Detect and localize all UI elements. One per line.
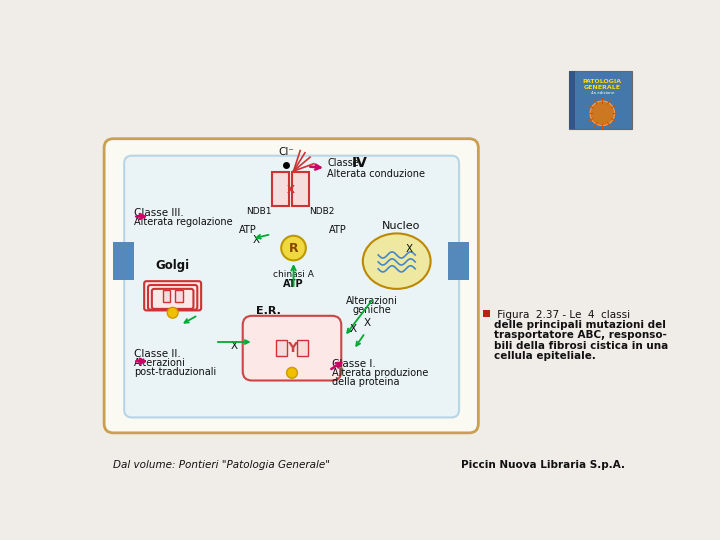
Text: Alterata produzione: Alterata produzione xyxy=(332,368,428,378)
Text: R: R xyxy=(289,241,298,254)
Text: Classe I.: Classe I. xyxy=(332,359,376,369)
Text: Y: Y xyxy=(287,341,297,355)
Text: Classe II.: Classe II. xyxy=(134,348,181,359)
Text: X: X xyxy=(405,244,413,254)
Text: post-traduzionali: post-traduzionali xyxy=(134,367,217,377)
Text: X: X xyxy=(230,341,238,351)
Text: Figura  2.37 - Le  4  classi: Figura 2.37 - Le 4 classi xyxy=(494,309,630,320)
Text: NDB1: NDB1 xyxy=(246,207,272,216)
Text: Classe: Classe xyxy=(328,158,359,168)
Text: NDB2: NDB2 xyxy=(309,207,334,216)
Text: X: X xyxy=(364,318,371,328)
Text: IV: IV xyxy=(352,157,368,170)
Text: geniche: geniche xyxy=(353,305,392,315)
Text: E.R.: E.R. xyxy=(256,306,282,316)
Bar xyxy=(449,242,469,280)
FancyBboxPatch shape xyxy=(144,281,201,310)
FancyBboxPatch shape xyxy=(292,172,309,206)
Bar xyxy=(175,289,183,302)
Text: della proteina: della proteina xyxy=(332,377,400,387)
Text: X: X xyxy=(287,185,294,194)
Text: X: X xyxy=(252,235,259,245)
Text: X: X xyxy=(350,324,357,334)
FancyBboxPatch shape xyxy=(124,156,459,417)
Bar xyxy=(276,340,287,356)
Text: ATP: ATP xyxy=(329,225,347,235)
Text: GENERALE: GENERALE xyxy=(584,85,621,90)
Text: Alterata conduzione: Alterata conduzione xyxy=(328,169,426,179)
Circle shape xyxy=(287,367,297,378)
Text: chinasi A: chinasi A xyxy=(273,269,314,279)
Text: Nucleo: Nucleo xyxy=(382,221,420,231)
Text: Alterata regolazione: Alterata regolazione xyxy=(134,217,233,227)
Text: Piccin Nuova Libraria S.p.A.: Piccin Nuova Libraria S.p.A. xyxy=(461,460,625,470)
Text: Alterazioni: Alterazioni xyxy=(346,296,398,306)
Ellipse shape xyxy=(363,233,431,289)
Text: Dal volume: Pontieri "Patologia Generale": Dal volume: Pontieri "Patologia Generale… xyxy=(113,460,330,470)
Bar xyxy=(113,242,134,280)
Text: Golgi: Golgi xyxy=(156,259,189,272)
FancyBboxPatch shape xyxy=(272,172,289,206)
Text: 4a edizione: 4a edizione xyxy=(590,91,614,95)
FancyBboxPatch shape xyxy=(243,316,341,381)
Text: Classe III.: Classe III. xyxy=(134,208,184,218)
FancyBboxPatch shape xyxy=(104,139,478,433)
Text: ATP: ATP xyxy=(283,279,304,289)
Text: PATOLOGIA: PATOLOGIA xyxy=(582,79,622,84)
Text: trasportatore ABC, responso-: trasportatore ABC, responso- xyxy=(494,330,667,340)
Bar xyxy=(297,340,308,356)
Text: ATP: ATP xyxy=(239,225,257,235)
Bar xyxy=(570,71,632,129)
Text: Cl⁻: Cl⁻ xyxy=(278,147,294,157)
Bar xyxy=(163,289,171,302)
Circle shape xyxy=(282,236,306,260)
Circle shape xyxy=(167,307,178,318)
Circle shape xyxy=(590,101,615,126)
Bar xyxy=(570,71,575,129)
Text: cellula epiteliale.: cellula epiteliale. xyxy=(494,351,595,361)
Text: Alterazioni: Alterazioni xyxy=(134,358,186,368)
Text: bili della fibrosi cistica in una: bili della fibrosi cistica in una xyxy=(494,341,668,351)
Bar xyxy=(483,309,490,316)
Text: delle principali mutazioni del: delle principali mutazioni del xyxy=(494,320,665,330)
